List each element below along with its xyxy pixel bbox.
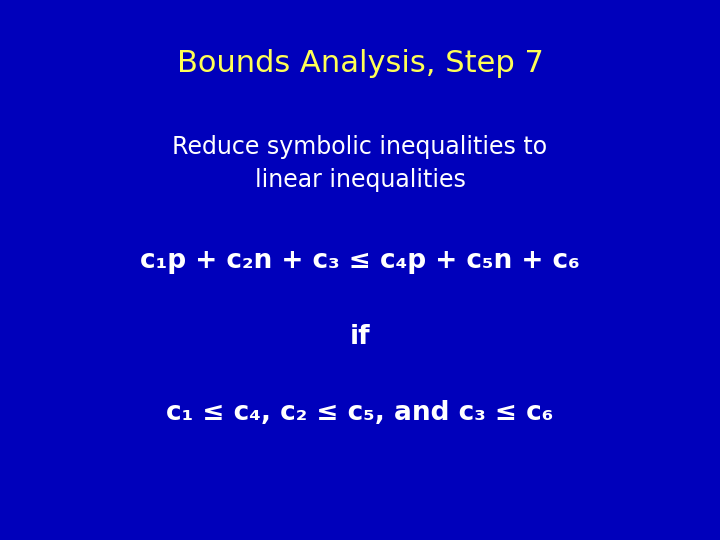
Text: c₁p + c₂n + c₃ ≤ c₄p + c₅n + c₆: c₁p + c₂n + c₃ ≤ c₄p + c₅n + c₆ <box>140 248 580 274</box>
Text: if: if <box>350 324 370 350</box>
Text: Reduce symbolic inequalities to
linear inequalities: Reduce symbolic inequalities to linear i… <box>172 135 548 192</box>
Text: Bounds Analysis, Step 7: Bounds Analysis, Step 7 <box>176 49 544 78</box>
Text: c₁ ≤ c₄, c₂ ≤ c₅, and c₃ ≤ c₆: c₁ ≤ c₄, c₂ ≤ c₅, and c₃ ≤ c₆ <box>166 400 554 426</box>
